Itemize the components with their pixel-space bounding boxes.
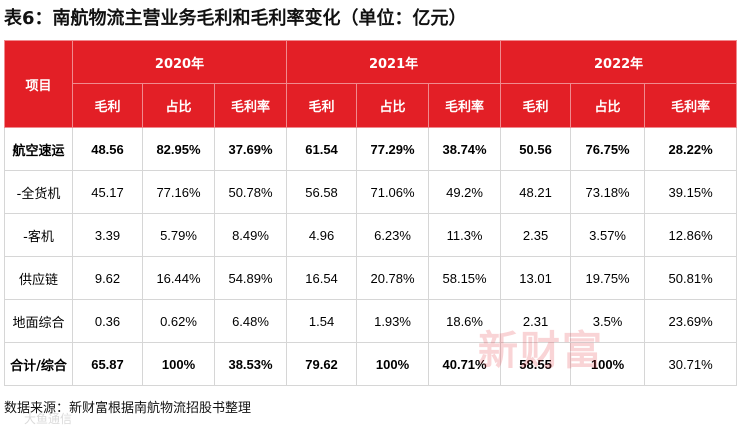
- table-cell: 65.87: [72, 342, 143, 386]
- table-cell: 50.78%: [213, 170, 288, 214]
- header-metric: 毛利: [500, 83, 572, 128]
- table-cell: 4.96: [286, 213, 358, 257]
- header-metric: 占比: [356, 83, 430, 128]
- table-cell: 76.75%: [570, 127, 646, 171]
- table-cell: 6.48%: [213, 299, 288, 343]
- table-cell: 11.3%: [428, 213, 502, 257]
- table-cell: 49.2%: [428, 170, 502, 214]
- table-row-total: 合计/综合 65.87 100% 38.53% 79.62 100% 40.71…: [4, 342, 738, 386]
- table-cell: 48.56: [72, 127, 143, 171]
- table-cell: 56.58: [286, 170, 358, 214]
- table-cell: 23.69%: [644, 299, 738, 343]
- table-row: 供应链 9.62 16.44% 54.89% 16.54 20.78% 58.1…: [4, 256, 738, 300]
- table-cell: 50.56: [500, 127, 572, 171]
- table-cell: 16.54: [286, 256, 358, 300]
- table-cell: 28.22%: [644, 127, 738, 171]
- table-cell: 1.93%: [356, 299, 430, 343]
- table-row: 航空速运 48.56 82.95% 37.69% 61.54 77.29% 38…: [4, 127, 738, 171]
- table-cell: 58.15%: [428, 256, 502, 300]
- table-cell: 9.62: [72, 256, 143, 300]
- header-year-2020: 2020年: [71, 40, 288, 84]
- header-metric: 毛利: [72, 83, 143, 128]
- table-cell: 38.53%: [213, 342, 288, 386]
- table-cell: 8.49%: [213, 213, 288, 257]
- row-label: 地面综合: [4, 299, 73, 343]
- table-cell: 77.16%: [142, 170, 215, 214]
- table-cell: 48.21: [500, 170, 572, 214]
- row-label: 供应链: [4, 256, 73, 300]
- table-row: 地面综合 0.36 0.62% 6.48% 1.54 1.93% 18.6% 2…: [4, 299, 738, 343]
- table-cell: 0.62%: [142, 299, 215, 343]
- table-cell: 3.39: [72, 213, 143, 257]
- table-cell: 73.18%: [570, 170, 646, 214]
- table-cell: 20.78%: [356, 256, 430, 300]
- table-cell: 37.69%: [213, 127, 288, 171]
- table-cell: 54.89%: [213, 256, 288, 300]
- table-cell: 77.29%: [356, 127, 430, 171]
- table-cell: 100%: [356, 342, 430, 386]
- row-label: -全货机: [4, 170, 73, 214]
- header-item: 项目: [4, 40, 73, 128]
- table-cell: 71.06%: [356, 170, 430, 214]
- table-cell: 39.15%: [644, 170, 738, 214]
- header-metric: 毛利率: [213, 83, 288, 128]
- table-cell: 16.44%: [142, 256, 215, 300]
- table-cell: 3.5%: [570, 299, 646, 343]
- source-note: 数据来源：新财富根据南航物流招股书整理: [4, 401, 252, 416]
- table-cell: 100%: [142, 342, 215, 386]
- table-cell: 19.75%: [570, 256, 646, 300]
- table-cell: 5.79%: [142, 213, 215, 257]
- header-metric: 毛利率: [428, 83, 502, 128]
- table-cell: 2.31: [500, 299, 572, 343]
- table-title: 表6：南航物流主营业务毛利和毛利率变化（单位：亿元）: [4, 8, 467, 29]
- table-cell: 13.01: [500, 256, 572, 300]
- header-metric: 占比: [142, 83, 215, 128]
- table-cell: 38.74%: [428, 127, 502, 171]
- table-cell: 3.57%: [570, 213, 646, 257]
- row-label: -客机: [4, 213, 73, 257]
- table-cell: 82.95%: [142, 127, 215, 171]
- row-label: 合计/综合: [4, 342, 73, 386]
- row-label: 航空速运: [4, 127, 73, 171]
- header-metric: 占比: [570, 83, 646, 128]
- table-cell: 30.71%: [644, 342, 738, 386]
- table-cell: 79.62: [286, 342, 358, 386]
- table-cell: 1.54: [286, 299, 358, 343]
- table-cell: 12.86%: [644, 213, 738, 257]
- table-cell: 6.23%: [356, 213, 430, 257]
- header-metric: 毛利: [286, 83, 358, 128]
- table-cell: 58.55: [500, 342, 572, 386]
- table-cell: 45.17: [72, 170, 143, 214]
- header-year-2021: 2021年: [286, 40, 502, 84]
- gross-profit-table: 项目 2020年 2021年 2022年 毛利 占比 毛利率 毛利 占比 毛利率…: [4, 40, 738, 386]
- table-cell: 2.35: [500, 213, 572, 257]
- header-year-2022: 2022年: [500, 40, 738, 84]
- table-row: -全货机 45.17 77.16% 50.78% 56.58 71.06% 49…: [4, 170, 738, 214]
- table-cell: 0.36: [72, 299, 143, 343]
- table-cell: 100%: [570, 342, 646, 386]
- table-cell: 61.54: [286, 127, 358, 171]
- header-metric: 毛利率: [644, 83, 738, 128]
- table-cell: 40.71%: [428, 342, 502, 386]
- table-cell: 50.81%: [644, 256, 738, 300]
- table-row: -客机 3.39 5.79% 8.49% 4.96 6.23% 11.3% 2.…: [4, 213, 738, 257]
- table-cell: 18.6%: [428, 299, 502, 343]
